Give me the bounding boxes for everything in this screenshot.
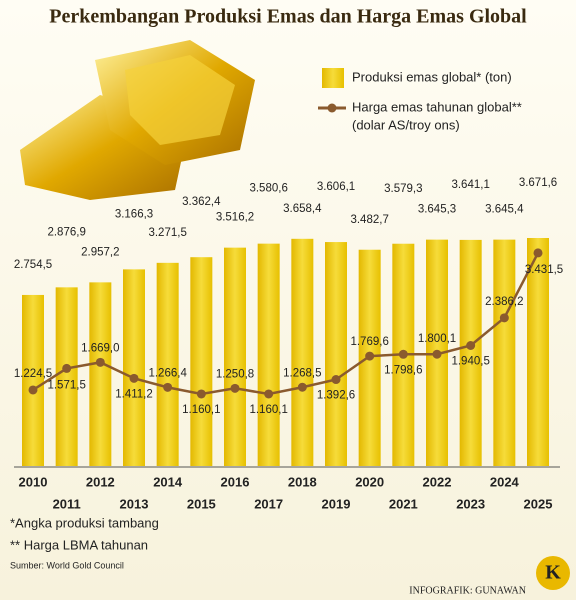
bar-value-label: 3.580,6 (249, 183, 287, 195)
price-value-label: 1.266,4 (148, 367, 187, 379)
price-point (129, 373, 139, 383)
bar (325, 242, 347, 466)
legend-unit: (dolar AS/troy ons) (352, 117, 460, 132)
note: *Angka produksi tambang (10, 515, 159, 530)
x-tick-label: 2016 (221, 474, 250, 489)
bar (156, 262, 179, 466)
price-point (533, 248, 543, 258)
x-tick-label: 2011 (53, 496, 81, 511)
price-value-label: 1.392,6 (317, 390, 355, 402)
price-point (264, 389, 274, 399)
logo: K (545, 562, 561, 584)
legend-label: Produksi emas global* (ton) (352, 69, 512, 84)
price-point (95, 357, 105, 367)
price-value-label: 1.769,6 (350, 336, 388, 348)
price-value-label: 1.160,1 (182, 404, 220, 416)
bar-value-label: 3.606,1 (317, 181, 355, 193)
price-point (163, 382, 173, 392)
x-tick-label: 2021 (389, 496, 418, 511)
bar (257, 243, 280, 466)
price-point (499, 313, 509, 323)
bar-value-label: 3.362,4 (182, 196, 221, 208)
x-tick-label: 2012 (86, 474, 115, 489)
bar-value-label: 3.516,2 (216, 212, 254, 224)
price-value-label: 2.386,2 (485, 296, 523, 308)
bar (123, 269, 145, 466)
x-tick-label: 2018 (288, 474, 317, 489)
price-point (432, 349, 442, 359)
price-point (28, 385, 38, 395)
price-point (331, 375, 341, 385)
source: Sumber: World Gold Council (10, 560, 124, 570)
bar-value-label: 3.641,1 (451, 179, 489, 191)
price-point (62, 363, 72, 373)
bar-value-label: 2.957,2 (81, 246, 119, 258)
bar-value-label: 3.482,7 (350, 214, 388, 226)
bar-value-label: 2.876,9 (47, 226, 85, 238)
x-tick-label: 2010 (19, 474, 48, 489)
bar (224, 247, 246, 466)
bar-value-label: 3.645,4 (485, 204, 524, 216)
price-value-label: 1.940,5 (451, 356, 489, 368)
x-tick-label: 2015 (187, 496, 216, 511)
price-value-label: 3.431,5 (525, 264, 563, 276)
legend-swatch-bar (322, 68, 344, 88)
x-tick-label: 2022 (423, 474, 452, 489)
price-value-label: 1.268,5 (283, 367, 321, 379)
x-tick-label: 2025 (524, 496, 553, 511)
bar-value-label: 3.671,6 (519, 177, 557, 189)
bar-value-label: 3.271,5 (148, 227, 186, 239)
bar (55, 287, 78, 466)
bar-value-label: 3.645,3 (418, 204, 456, 216)
price-value-label: 1.669,0 (81, 342, 119, 354)
chart-title: Perkembangan Produksi Emas dan Harga Ema… (49, 6, 527, 28)
price-point (398, 349, 408, 359)
bar (527, 237, 549, 466)
price-point (297, 382, 307, 392)
price-line (32, 252, 540, 396)
legend-swatch-dot (327, 103, 337, 113)
bar (493, 239, 516, 466)
price-point (466, 340, 476, 350)
bar-value-label: 3.166,3 (115, 208, 153, 220)
price-point (365, 351, 375, 361)
note: ** Harga LBMA tahunan (10, 537, 148, 552)
legend-label: Harga emas tahunan global** (352, 99, 522, 114)
bar (190, 257, 213, 466)
bar (459, 239, 482, 466)
price-value-label: 1.224,5 (14, 368, 52, 380)
x-tick-label: 2014 (153, 474, 183, 489)
price-value-label: 1.411,2 (115, 388, 153, 400)
x-tick-label: 2019 (322, 496, 351, 511)
price-value-label: 1.160,1 (249, 404, 287, 416)
logo-circle (536, 556, 570, 590)
x-tick-label: 2017 (254, 496, 283, 511)
bar-value-label: 3.658,4 (283, 203, 322, 215)
price-value-label: 1.800,1 (418, 333, 456, 345)
bar (291, 238, 314, 466)
bar-value-label: 2.754,5 (14, 259, 52, 271)
bar-value-label: 3.579,3 (384, 183, 422, 195)
price-point (230, 383, 240, 393)
x-tick-label: 2024 (490, 474, 520, 489)
x-tick-label: 2013 (120, 496, 149, 511)
bar (89, 282, 112, 466)
credit: INFOGRAFIK: GUNAWAN (409, 585, 526, 596)
price-point (196, 389, 206, 399)
bar (22, 294, 44, 466)
price-value-label: 1.798,6 (384, 364, 422, 376)
gold-bars-illustration (20, 40, 255, 200)
price-value-label: 1.250,8 (216, 368, 254, 380)
x-tick-label: 2020 (355, 474, 384, 489)
x-tick-label: 2023 (456, 496, 485, 511)
price-value-label: 1.571,5 (47, 379, 85, 391)
